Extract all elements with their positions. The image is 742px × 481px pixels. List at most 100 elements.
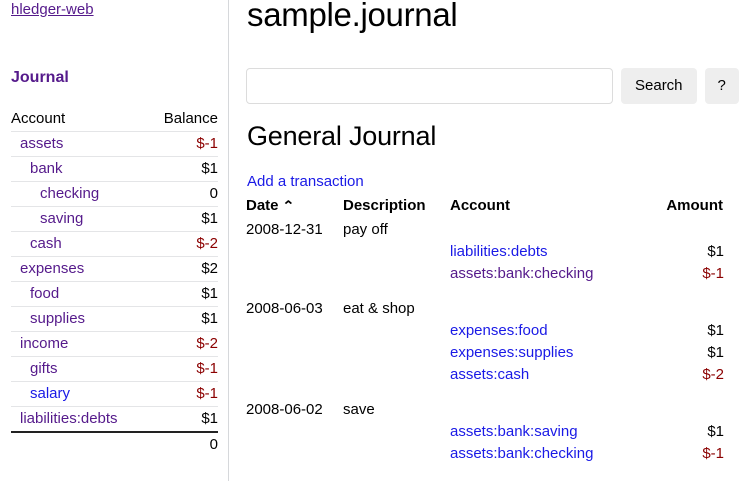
posting-date-spacer [246, 241, 343, 263]
posting-account-link[interactable]: assets:bank:saving [450, 423, 578, 440]
search-button[interactable]: Search [621, 68, 697, 104]
transaction-spacer [246, 285, 724, 296]
posting-row: expenses:food $1 [246, 320, 724, 342]
posting-row: expenses:supplies $1 [246, 342, 724, 364]
posting-account-cell: assets:bank:checking [450, 443, 634, 465]
account-table-header-row: Account Balance [11, 107, 218, 132]
account-row: saving $1 [11, 206, 218, 232]
account-balance-cell: 0 [209, 185, 218, 202]
account-row: cash $-2 [11, 231, 218, 257]
search-input[interactable] [246, 68, 613, 104]
posting-date-spacer [246, 421, 343, 443]
posting-account-cell: expenses:food [450, 320, 634, 342]
column-header-description: Description [343, 197, 426, 214]
sidebar: hledger-web Journal Account Balance asse… [0, 0, 229, 481]
account-table-body: assets $-1 bank $1 checking 0 saving $1 cash $-2 e… [11, 131, 218, 458]
column-header-date[interactable]: Date ⌃ [246, 195, 343, 217]
column-header-amount: Amount [666, 197, 723, 214]
spacer-cell [246, 285, 724, 296]
account-row: liabilities:debts $1 [11, 406, 218, 433]
account-name-cell: bank [11, 157, 148, 182]
account-link[interactable]: bank [30, 160, 63, 177]
transaction-date: 2008-06-03 [246, 300, 323, 317]
posting-account-cell: expenses:supplies [450, 342, 634, 364]
posting-account-link[interactable]: liabilities:debts [450, 243, 548, 260]
journal-table-head: Date ⌃ Description Account Amount [246, 195, 724, 217]
account-name-cell: salary [11, 382, 148, 407]
posting-date-spacer [246, 364, 343, 386]
account-link[interactable]: gifts [30, 360, 58, 377]
account-link[interactable]: saving [40, 210, 84, 227]
account-link[interactable]: food [30, 285, 60, 302]
account-link[interactable]: income [20, 335, 69, 352]
posting-date-spacer [246, 320, 343, 342]
posting-row: assets:cash $-2 [246, 364, 724, 386]
posting-amount-cell: $1 [707, 344, 724, 361]
posting-date-spacer [246, 263, 343, 285]
posting-desc-spacer [343, 342, 450, 364]
account-balance-cell: $-1 [196, 135, 218, 152]
account-name-cell: expenses [11, 257, 148, 282]
journal-table-body: 2008-12-31 pay off liabilities:debts $1 asse… [246, 217, 724, 465]
posting-account-cell: assets:bank:saving [450, 421, 634, 443]
account-name-cell: income [11, 332, 148, 357]
account-name-cell: food [11, 282, 148, 307]
posting-account-link[interactable]: assets:bank:checking [450, 445, 594, 462]
account-name-cell: checking [11, 182, 148, 207]
account-link[interactable]: checking [40, 185, 100, 202]
posting-account-cell: assets:bank:checking [450, 263, 634, 285]
posting-amount-cell: $-2 [702, 366, 724, 383]
account-balance-cell: $-2 [196, 235, 218, 252]
posting-desc-spacer [343, 263, 450, 285]
account-link[interactable]: liabilities:debts [20, 410, 118, 427]
account-balance-cell: $1 [201, 310, 218, 327]
posting-account-link[interactable]: expenses:supplies [450, 344, 574, 361]
account-link[interactable]: assets [20, 135, 64, 152]
account-total-balance: 0 [209, 436, 218, 453]
column-header-account: Account [11, 110, 66, 127]
posting-amount-cell: $1 [707, 322, 724, 339]
help-button[interactable]: ? [704, 68, 739, 104]
search-bar: Search ? [246, 68, 739, 104]
column-header-account: Account [450, 197, 510, 214]
account-balance-cell: $1 [201, 285, 218, 302]
posting-account-link[interactable]: assets:bank:checking [450, 265, 594, 282]
account-link[interactable]: cash [30, 235, 62, 252]
account-row: supplies $1 [11, 306, 218, 332]
section-title-general-journal: General Journal [247, 121, 437, 151]
spacer-cell [246, 386, 724, 397]
transaction-description: eat & shop [343, 300, 415, 317]
account-row: salary $-1 [11, 381, 218, 407]
posting-account-cell: liabilities:debts [450, 241, 634, 263]
posting-account-link[interactable]: assets:cash [450, 366, 530, 383]
account-link[interactable]: supplies [30, 310, 86, 327]
sort-ascending-caret-icon: ⌃ [281, 198, 295, 213]
transaction-spacer [246, 386, 724, 397]
posting-row: assets:bank:checking $-1 [246, 443, 724, 465]
transaction-header-row: 2008-06-02 save [246, 397, 724, 421]
account-row: checking 0 [11, 181, 218, 207]
posting-date-spacer [246, 342, 343, 364]
page-title: sample.journal [247, 0, 458, 33]
add-transaction-link[interactable]: Add a transaction [247, 173, 364, 190]
posting-amount-cell: $-1 [702, 265, 724, 282]
account-link[interactable]: salary [30, 385, 71, 402]
transaction-description: pay off [343, 221, 388, 238]
account-total-label [11, 432, 148, 457]
posting-account-link[interactable]: expenses:food [450, 322, 548, 339]
account-row: bank $1 [11, 156, 218, 182]
posting-row: liabilities:debts $1 [246, 241, 724, 263]
journal-header-row: Date ⌃ Description Account Amount [246, 195, 724, 217]
brand-link[interactable]: hledger-web [11, 1, 94, 18]
account-row: expenses $2 [11, 256, 218, 282]
posting-account-cell: assets:cash [450, 364, 634, 386]
account-row: income $-2 [11, 331, 218, 357]
account-row: food $1 [11, 281, 218, 307]
account-balance-cell: $1 [201, 210, 218, 227]
transaction-date: 2008-12-31 [246, 221, 323, 238]
journal-table: Date ⌃ Description Account Amount 2008-12… [246, 195, 724, 465]
account-balance-cell: $-1 [196, 360, 218, 377]
account-name-cell: liabilities:debts [11, 407, 148, 433]
account-link[interactable]: expenses [20, 260, 85, 277]
